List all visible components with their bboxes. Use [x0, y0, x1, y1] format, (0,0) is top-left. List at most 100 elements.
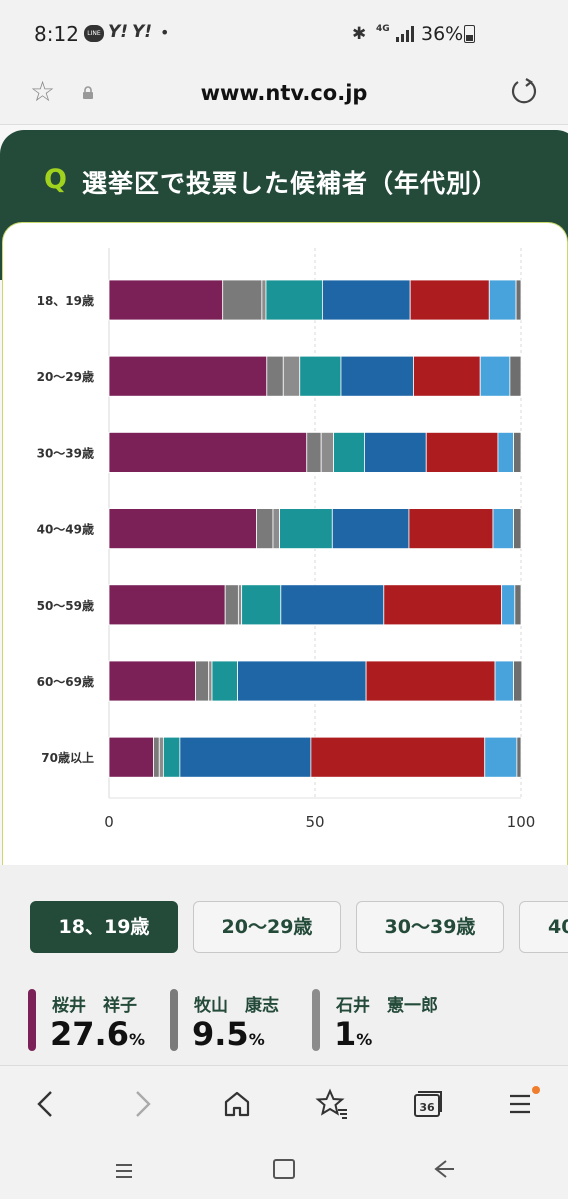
candidate-item: 牧山 康志 9.5% [170, 985, 310, 1055]
status-bar: 8:12 LINE Y! Y! • ✱ 4G 36% [0, 0, 568, 62]
bar-segment [108, 355, 268, 397]
bar-segment [299, 355, 342, 397]
age-tab-40-49[interactable]: 40〜49歳 [519, 901, 568, 953]
bar-segment [501, 584, 516, 626]
bar-segment [261, 279, 267, 321]
forward-arrow-icon[interactable] [122, 1084, 162, 1124]
bar-segment [153, 736, 160, 778]
x-tick-label: 0 [104, 813, 114, 831]
recent-apps-icon[interactable] [110, 1155, 138, 1183]
bar-segment [179, 736, 312, 778]
bar-segment [425, 431, 499, 473]
menu-icon[interactable] [500, 1084, 540, 1124]
browser-url-bar: ☆ www.ntv.co.jp [0, 62, 568, 125]
x-tick-label: 100 [507, 813, 536, 831]
back-button-icon[interactable] [430, 1155, 458, 1183]
bar-segment [195, 660, 210, 702]
bar-segment [266, 355, 284, 397]
bookmarks-star-icon[interactable] [312, 1084, 352, 1124]
line-app-icon: LINE [84, 25, 104, 42]
bar-segment [222, 279, 263, 321]
system-nav-bar [0, 1139, 568, 1199]
category-label: 20〜29歳 [37, 369, 94, 384]
notification-dot: • [160, 23, 170, 42]
home-icon[interactable] [217, 1084, 257, 1124]
candidate-percent: 27.6% [50, 1015, 145, 1053]
tabs-count: 36 [419, 1101, 435, 1114]
category-label: 30〜39歳 [37, 445, 94, 460]
bar-segment [331, 508, 410, 550]
back-arrow-icon[interactable] [26, 1084, 66, 1124]
star-outline-icon[interactable]: ☆ [30, 75, 56, 108]
bar-segment [320, 431, 334, 473]
bar-segment [224, 584, 239, 626]
bar-segment [280, 584, 385, 626]
bar-segment [494, 660, 514, 702]
bar-segment [497, 431, 514, 473]
bluetooth-icon: ✱ [352, 24, 367, 44]
tabs-icon[interactable]: 36 [406, 1084, 446, 1124]
url-text[interactable]: www.ntv.co.jp [200, 81, 368, 105]
candidate-name: 桜井 祥子 [52, 996, 137, 1016]
bar-segment [108, 279, 224, 321]
reload-icon[interactable] [508, 76, 540, 108]
category-label: 18、19歳 [37, 293, 94, 308]
bar-segment [479, 355, 511, 397]
candidate-color-bar [170, 989, 178, 1051]
question-title: 選挙区で投票した候補者（年代別） [82, 169, 499, 198]
category-label: 50〜59歳 [37, 598, 94, 613]
candidate-name: 牧山 康志 [194, 996, 279, 1016]
bar-segment [409, 279, 490, 321]
bar-segment [515, 279, 522, 321]
bar-segment [364, 431, 427, 473]
home-button-icon[interactable] [270, 1155, 298, 1183]
bar-segment [279, 508, 333, 550]
bar-segment [208, 660, 213, 702]
bar-segment [272, 508, 280, 550]
bar-segment [108, 736, 154, 778]
age-tab-20-29[interactable]: 20〜29歳 [193, 901, 341, 953]
bar-segment [265, 279, 323, 321]
age-tab-30-39[interactable]: 30〜39歳 [356, 901, 504, 953]
bar-segment [340, 355, 414, 397]
candidate-color-bar [28, 989, 36, 1051]
bar-segment [108, 431, 308, 473]
bar-segment [513, 508, 522, 550]
bar-segment [211, 660, 238, 702]
bar-segment [333, 431, 365, 473]
bar-segment [237, 660, 367, 702]
bar-segment [108, 660, 196, 702]
age-tab-18-19[interactable]: 18、19歳 [30, 901, 178, 953]
age-tabs: 18、19歳 20〜29歳 30〜39歳 40〜49歳 [30, 901, 568, 955]
bar-segment [513, 660, 523, 702]
category-label: 40〜49歳 [37, 522, 94, 537]
bar-segment [322, 279, 411, 321]
candidate-results: 桜井 祥子 27.6% 牧山 康志 9.5% 石井 憲一郎 1% [28, 985, 568, 1065]
bar-segment [310, 736, 486, 778]
battery-icon [464, 25, 475, 43]
candidate-item: 桜井 祥子 27.6% [28, 985, 168, 1055]
web-page: Q 選挙区で投票した候補者（年代別） 18、19歳 20〜29歳 30〜39歳 40〜… [0, 125, 568, 1065]
lock-icon [83, 86, 93, 99]
bar-segment [383, 584, 503, 626]
bar-segment [509, 355, 522, 397]
detail-panel: 18、19歳 20〜29歳 30〜39歳 40〜49歳 桜井 祥子 27.6% … [0, 865, 568, 1065]
bar-segment [108, 584, 226, 626]
status-time: 8:12 [34, 22, 79, 46]
bar-segment [256, 508, 274, 550]
yahoo-app-icon-2: Y! [132, 22, 153, 42]
bar-segment [408, 508, 494, 550]
bar-segment [108, 508, 257, 550]
candidate-item: 石井 憲一郎 1% [312, 985, 568, 1055]
browser-bottom-nav: 36 [0, 1065, 568, 1140]
battery-percent: 36% [421, 23, 464, 45]
bar-segment [237, 584, 243, 626]
bar-segment [162, 736, 181, 778]
category-label: 60〜69歳 [37, 674, 94, 689]
stacked-bar-chart: 18、19歳 20〜29歳 30〜39歳 40〜49歳 50〜59歳 60〜69歳 70歳以… [37, 248, 536, 831]
question-label: Q [44, 164, 67, 195]
yahoo-app-icon: Y! [108, 22, 129, 42]
network-type-label: 4G [376, 24, 390, 34]
bar-segment [158, 736, 164, 778]
category-label: 70歳以上 [41, 750, 94, 765]
